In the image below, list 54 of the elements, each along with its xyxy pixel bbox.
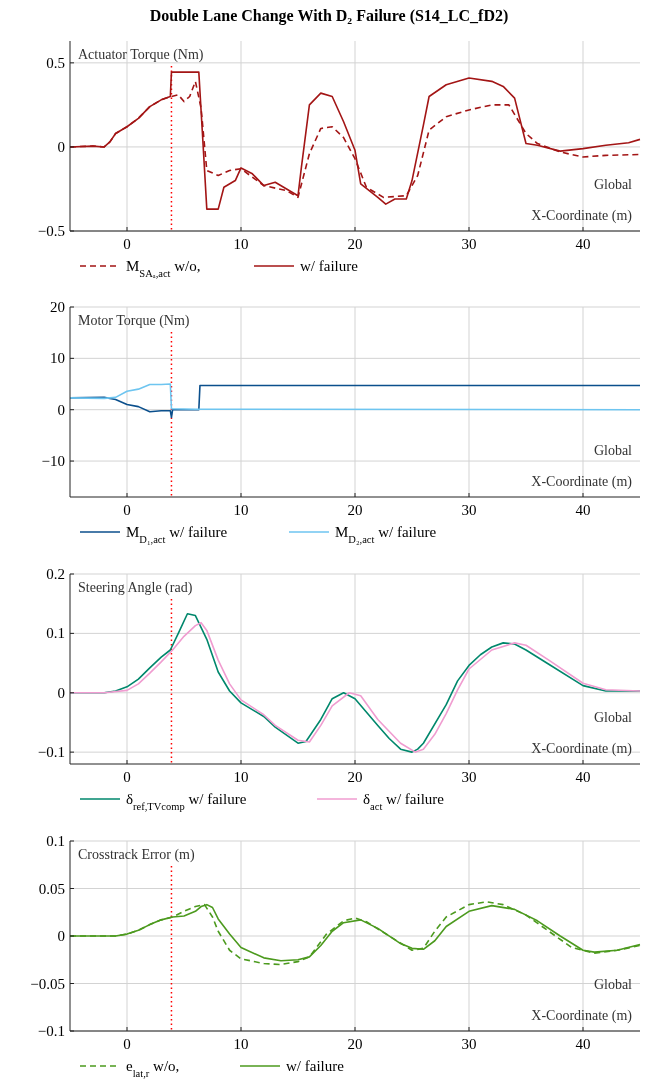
- y-axis-title: Actuator Torque (Nm): [78, 47, 204, 63]
- legend-label: δ$_{ref,TVcomp}$ w/ failure: [126, 791, 247, 812]
- x-tick-label: 0: [123, 236, 131, 252]
- y-tick-label: 10: [50, 350, 65, 367]
- legend-label: e$_{lat,r}$ w/o,: [126, 1058, 180, 1079]
- x-tick-label: 30: [461, 236, 477, 252]
- chart-title: Double Lane Change With D₂ Failure (S14_LC_fD2): [149, 7, 509, 25]
- y-tick-label: 0.5: [46, 54, 65, 71]
- x-axis-title: Global X-Coordinate (m): [531, 443, 633, 490]
- y-axis-title: Motor Torque (Nm): [78, 313, 190, 329]
- y-tick-label: 0: [57, 401, 65, 418]
- legend-label: w/ failure: [286, 1058, 345, 1074]
- y-tick-label: −0.5: [37, 223, 65, 239]
- y-tick-label: 20: [50, 299, 65, 315]
- x-tick-label: 40: [575, 769, 591, 785]
- y-tick-label: 0: [57, 684, 65, 701]
- y-tick-label: 0.05: [38, 880, 65, 897]
- line-series: [69, 383, 641, 411]
- y-tick-label: −0.1: [37, 744, 65, 761]
- x-tick-label: 40: [575, 502, 591, 518]
- y-tick-label: 0.1: [46, 625, 65, 642]
- x-tick-label: 0: [123, 502, 131, 518]
- x-tick-label: 20: [347, 1036, 363, 1052]
- y-tick-label: 0: [57, 138, 65, 155]
- legend-label: δ$_{act}$ w/ failure: [363, 791, 445, 812]
- x-tick-label: 40: [575, 236, 591, 252]
- x-axis-title: Global X-Coordinate (m): [531, 977, 633, 1024]
- x-tick-label: 10: [233, 502, 249, 518]
- y-axis-title: Crosstrack Error (m): [78, 847, 195, 863]
- x-tick-label: 30: [461, 1036, 477, 1052]
- x-tick-label: 10: [233, 1036, 249, 1052]
- x-tick-label: 20: [347, 502, 363, 518]
- y-tick-label: −0.05: [30, 975, 65, 992]
- y-tick-label: −10: [41, 453, 65, 470]
- x-tick-label: 10: [233, 236, 249, 252]
- legend-label: M$_{D₂,act}$ w/ failure: [335, 524, 437, 545]
- legend-label: w/ failure: [300, 258, 359, 274]
- legend-label: M$_{SAₐ,act}$ w/o,: [126, 258, 201, 279]
- y-tick-label: 0.2: [46, 566, 65, 582]
- x-tick-label: 20: [347, 769, 363, 785]
- x-axis-title: Global X-Coordinate (m): [531, 710, 633, 757]
- x-tick-label: 0: [123, 769, 131, 785]
- y-tick-label: 0.1: [46, 833, 65, 849]
- legend-label: M$_{D₁,act}$ w/ failure: [126, 524, 228, 545]
- y-tick-label: 0: [57, 928, 65, 944]
- x-tick-label: 20: [347, 236, 363, 252]
- x-tick-label: 10: [233, 769, 249, 785]
- x-tick-label: 0: [123, 1036, 131, 1052]
- x-tick-label: 30: [461, 502, 477, 518]
- x-axis-title: Global X-Coordinate (m): [531, 177, 633, 224]
- x-tick-label: 40: [575, 1036, 591, 1052]
- y-axis-title: Steering Angle (rad): [78, 580, 193, 596]
- x-tick-label: 30: [461, 769, 477, 785]
- y-tick-label: −0.1: [37, 1023, 65, 1039]
